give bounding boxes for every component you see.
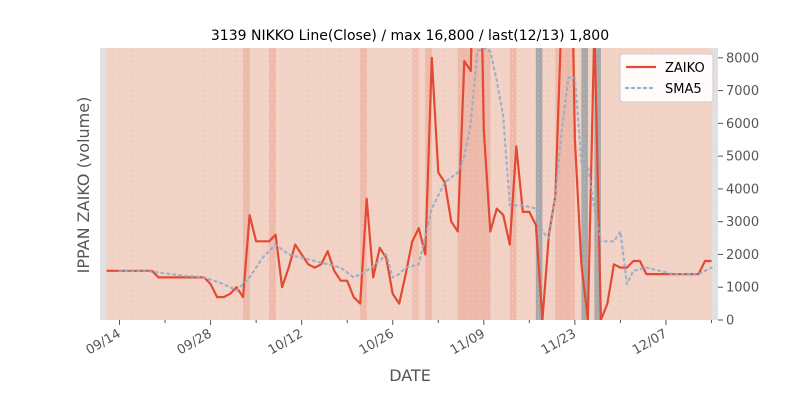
background-band-5 — [412, 48, 419, 320]
y-tick-label: 3000 — [726, 215, 759, 230]
background-band-1 — [106, 48, 712, 320]
series-layer — [106, 48, 713, 320]
legend-label-zaiko: ZAIKO — [665, 61, 705, 76]
y-axis-label: IPPAN ZAIKO (volume) — [74, 97, 93, 274]
background-band-3 — [269, 48, 276, 320]
y-tick-label: 5000 — [726, 150, 759, 165]
y-tick-label: 6000 — [726, 117, 759, 132]
y-tick-label: 0 — [726, 314, 734, 329]
y-tick-label: 8000 — [726, 51, 759, 66]
chart-title: 3139 NIKKO Line(Close) / max 16,800 / la… — [211, 28, 609, 44]
y-tick-label: 7000 — [726, 84, 759, 99]
y-tick-label: 2000 — [726, 248, 759, 263]
background-band-11 — [581, 48, 588, 320]
background-band-4 — [360, 48, 367, 320]
legend-label-sma5: SMA5 — [665, 82, 702, 97]
background-band-10 — [555, 48, 575, 320]
series-line-zaiko — [106, 48, 712, 320]
background-band-0 — [100, 48, 107, 320]
y-axis: 0 1000 2000 3000 4000 5000 6000 7000 8000 — [718, 51, 759, 329]
y-tick-label: 4000 — [726, 182, 759, 197]
background-band-9 — [535, 48, 543, 320]
background-band-13 — [711, 48, 718, 320]
legend: ZAIKO SMA5 — [619, 53, 714, 103]
x-axis-label: DATE — [389, 366, 431, 385]
plot-area — [100, 48, 718, 320]
y-tick-label: 1000 — [726, 281, 759, 296]
series-line-sma5 — [118, 48, 713, 292]
background-band-2 — [243, 48, 250, 320]
